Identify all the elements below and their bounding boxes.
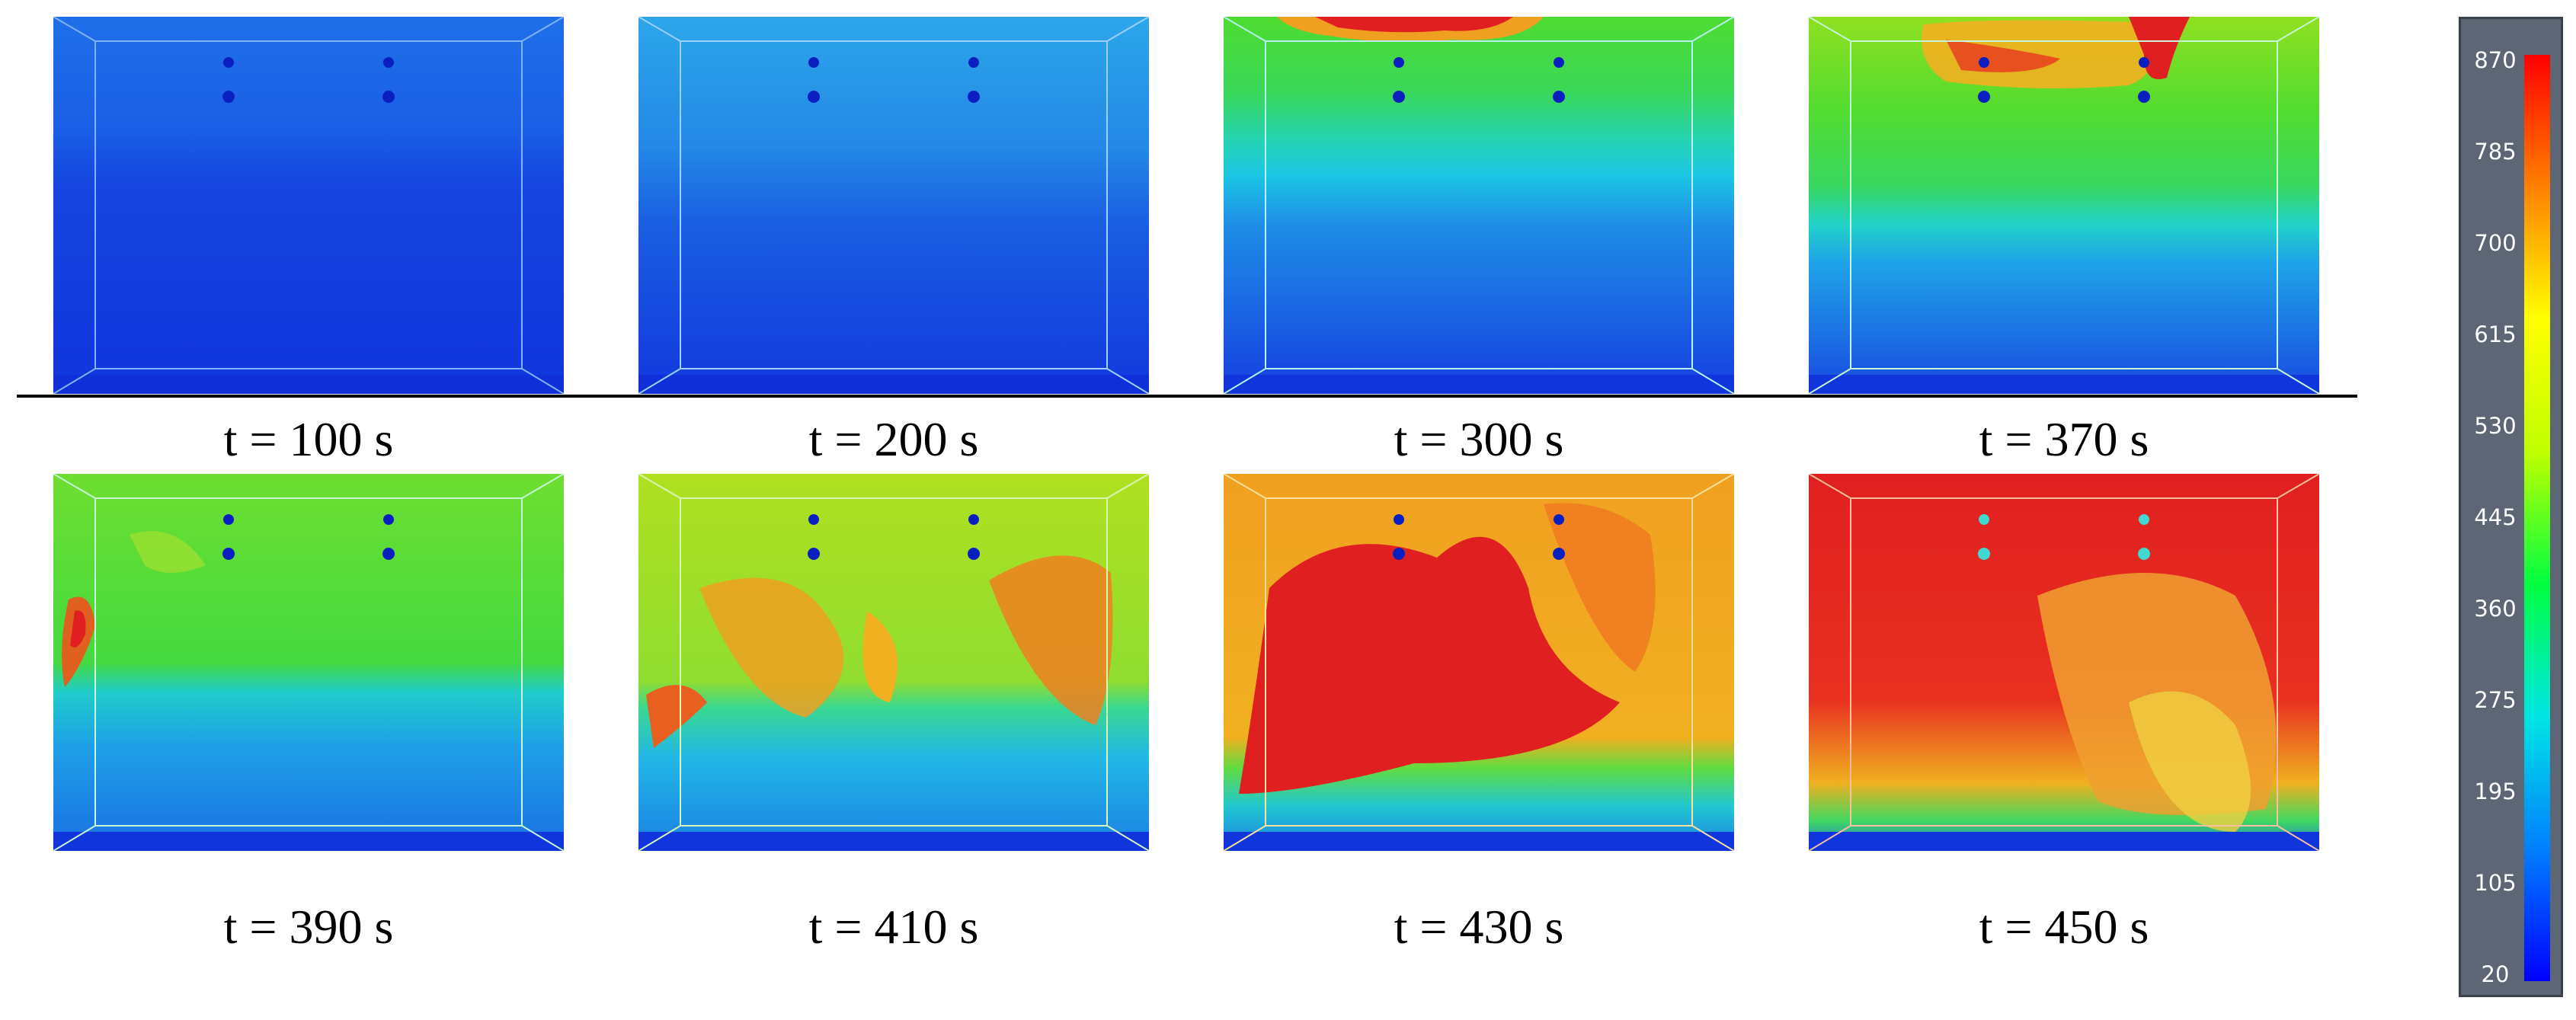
caption-t410: t = 410 s — [808, 900, 979, 954]
panel-t100 — [53, 17, 564, 394]
panel-t370 — [1809, 17, 2319, 394]
colorbar-tick-label: 20 — [2481, 961, 2510, 987]
caption-t200: t = 200 s — [808, 412, 979, 466]
panel-t390 — [53, 474, 564, 851]
colorbar-gradient — [2524, 55, 2550, 981]
colorbar-tick-label: 195 — [2474, 779, 2517, 804]
caption-t430: t = 430 s — [1394, 900, 1564, 954]
colorbar-tick-label: 445 — [2474, 504, 2517, 530]
colorbar-tick-label: 785 — [2474, 139, 2517, 165]
panel-t200 — [638, 17, 1149, 394]
colorbar-tick-label: 530 — [2474, 413, 2517, 439]
colorbar-tick-label: 870 — [2474, 47, 2517, 73]
colorbar-tick-label: 360 — [2474, 596, 2517, 622]
caption-t390: t = 390 s — [223, 900, 394, 954]
caption-t300: t = 300 s — [1394, 412, 1564, 466]
colorbar-tick-label: 700 — [2474, 230, 2517, 256]
panel-t450 — [1809, 474, 2319, 851]
temperature-colorbar: 870 785 700 615 530 445 360 275 195 105 20 — [2459, 17, 2563, 997]
row-separator-line — [17, 395, 2357, 398]
panel-t300 — [1224, 17, 1734, 394]
panel-t410 — [638, 474, 1149, 851]
colorbar-tick-label: 105 — [2474, 870, 2517, 896]
panel-t430 — [1224, 474, 1734, 851]
colorbar-tick-label: 275 — [2474, 687, 2517, 713]
caption-t100: t = 100 s — [223, 412, 394, 466]
caption-t370: t = 370 s — [1979, 412, 2149, 466]
caption-t450: t = 450 s — [1979, 900, 2149, 954]
colorbar-tick-label: 615 — [2474, 321, 2517, 347]
